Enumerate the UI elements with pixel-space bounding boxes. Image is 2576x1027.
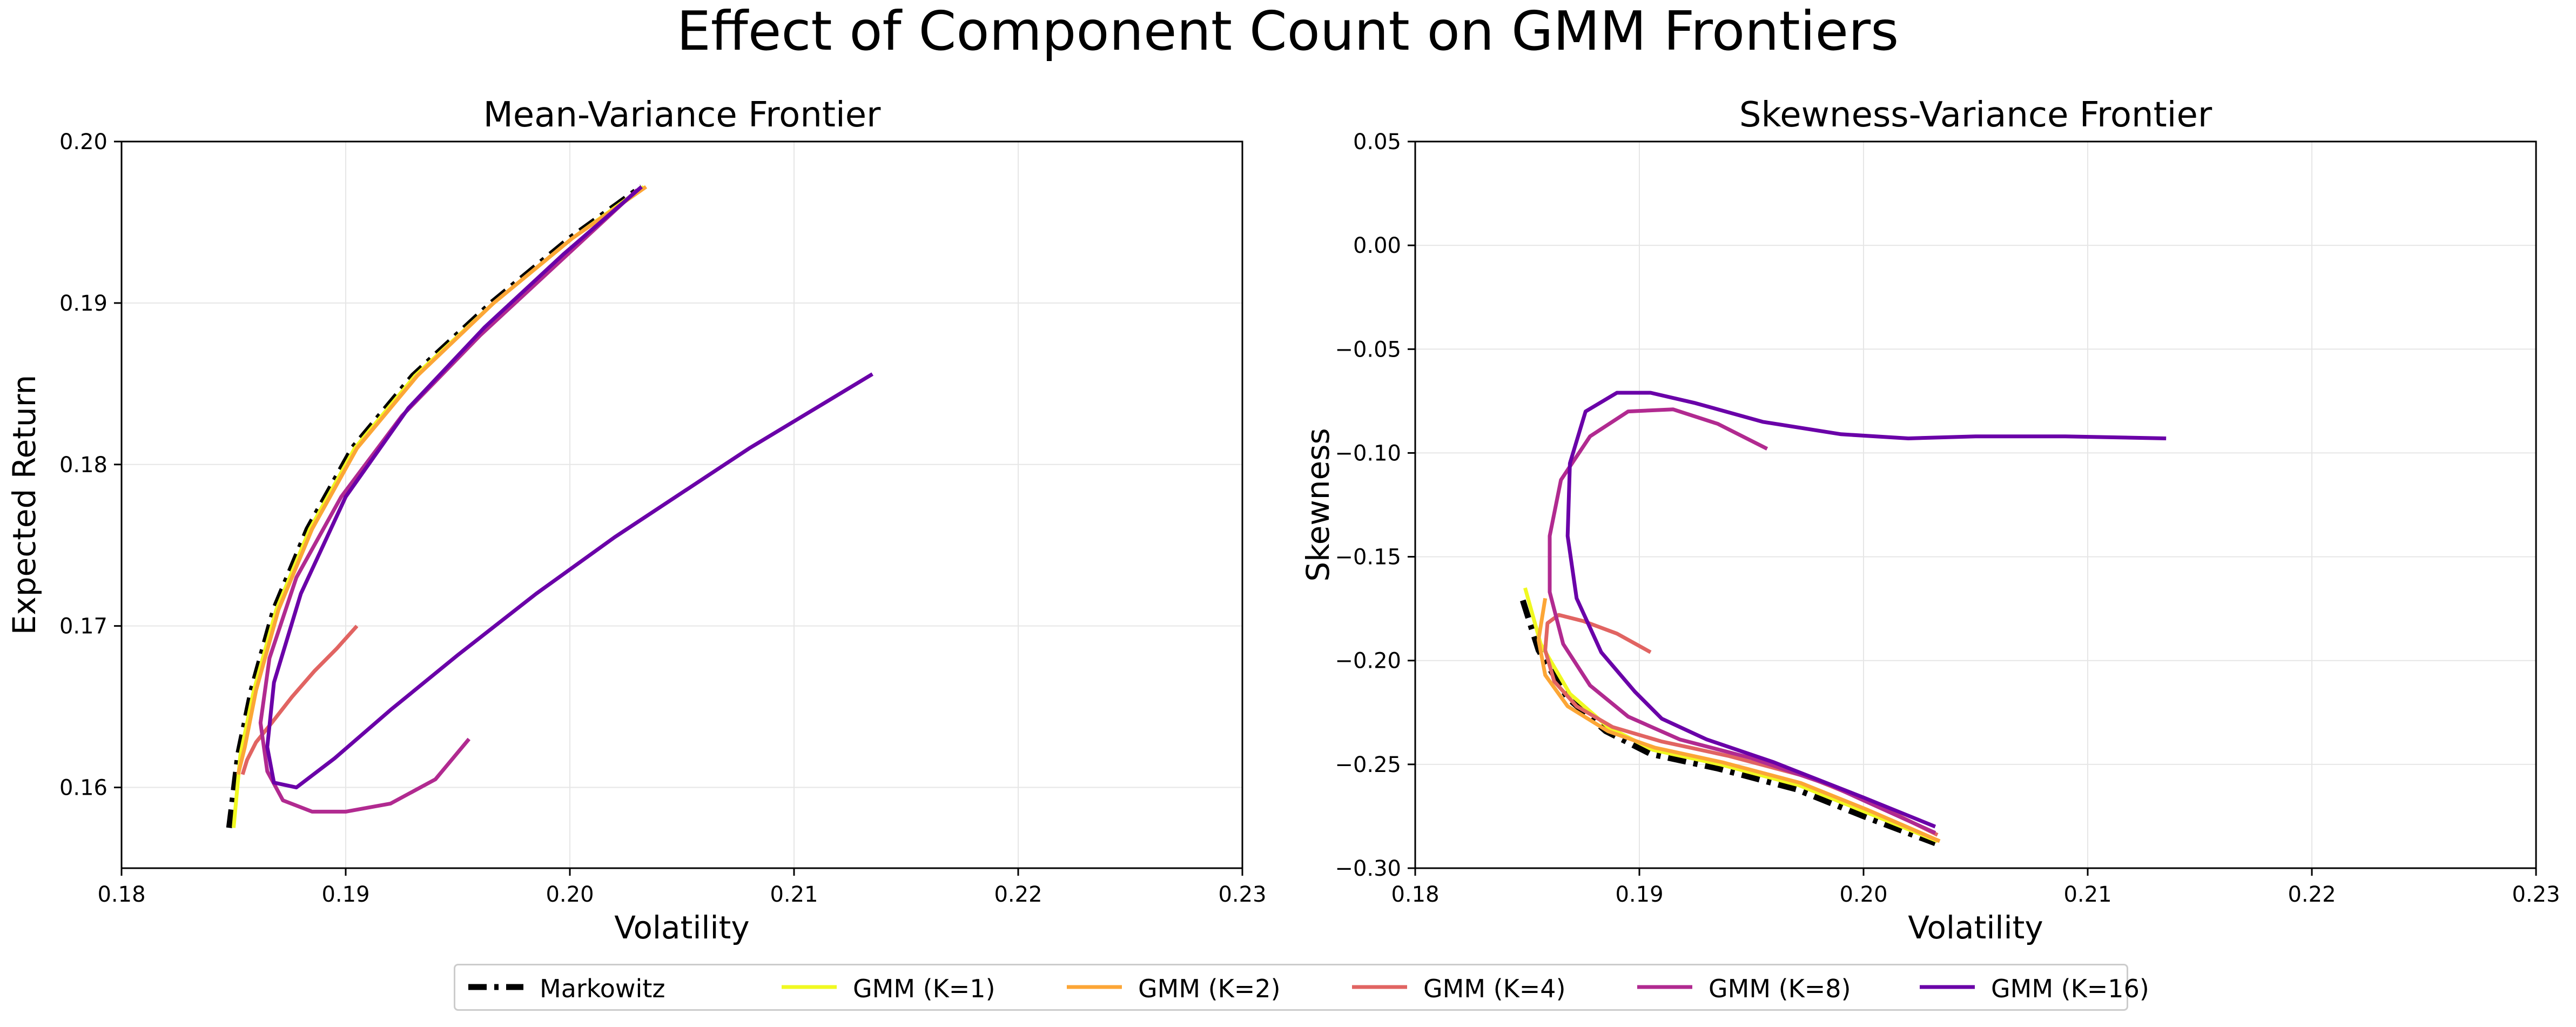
skewness-variance-panel: 0.18 0.19 0.20 0.21 0.22 0.23 −0.30 −0.25 −0.20 −… bbox=[1300, 95, 2560, 946]
panel-title: Skewness-Variance Frontier bbox=[1739, 95, 2212, 135]
panel-title: Mean-Variance Frontier bbox=[483, 95, 882, 135]
figure-title: Effect of Component Count on GMM Frontie… bbox=[677, 0, 1899, 63]
mean-variance-panel: 0.18 0.19 0.20 0.21 0.22 0.23 0.16 0.17 0.18 0.19… bbox=[6, 95, 1267, 946]
series-line-markowitz bbox=[1519, 599, 1936, 847]
x-axis-label: Volatility bbox=[1908, 909, 2043, 946]
y-tick-label: −0.20 bbox=[1335, 649, 1401, 674]
series-line-k2 bbox=[1536, 598, 1941, 843]
x-tick-label: 0.20 bbox=[1839, 882, 1887, 907]
y-tick-label: 0.00 bbox=[1353, 233, 1401, 258]
series-line-markowitz bbox=[226, 184, 644, 828]
series-line-k16 bbox=[265, 185, 874, 790]
legend-swatch-markowitz bbox=[468, 984, 523, 990]
legend-swatch-k1 bbox=[782, 985, 837, 989]
y-tick-label: −0.15 bbox=[1335, 545, 1401, 570]
legend-swatch-k8 bbox=[1637, 985, 1692, 989]
legend-label: GMM (K=4) bbox=[1423, 974, 1566, 1003]
y-tick-label: 0.05 bbox=[1353, 130, 1401, 155]
x-tick-label: 0.21 bbox=[770, 882, 818, 907]
series-line-k2 bbox=[236, 185, 648, 775]
legend: Markowitz GMM (K=1) GMM (K=2) GMM (K=4) GMM … bbox=[454, 964, 2149, 1011]
series-line-k1 bbox=[232, 185, 645, 828]
legend-label: GMM (K=2) bbox=[1138, 974, 1281, 1003]
y-tick-label: −0.05 bbox=[1335, 337, 1401, 362]
y-tick-label: 0.16 bbox=[59, 776, 107, 801]
x-tick-label: 0.18 bbox=[1391, 882, 1439, 907]
x-tick-label: 0.20 bbox=[546, 882, 594, 907]
y-tick-label: −0.10 bbox=[1335, 441, 1401, 466]
y-axis-label: Skewness bbox=[1300, 428, 1336, 581]
axes-frame bbox=[120, 140, 1243, 869]
x-tick-label: 0.23 bbox=[1218, 882, 1266, 907]
y-tick-label: 0.19 bbox=[59, 291, 107, 316]
y-tick-label: −0.30 bbox=[1335, 856, 1401, 881]
series-line-k16 bbox=[1565, 391, 2167, 829]
series-line-k8 bbox=[258, 189, 638, 814]
x-tick-label: 0.22 bbox=[2288, 882, 2336, 907]
legend-swatch-k2 bbox=[1067, 985, 1122, 989]
x-tick-label: 0.19 bbox=[321, 882, 369, 907]
legend-label: GMM (K=16) bbox=[1991, 974, 2149, 1003]
y-axis-label: Expected Return bbox=[6, 375, 43, 635]
legend-label: GMM (K=1) bbox=[853, 974, 996, 1003]
x-tick-label: 0.22 bbox=[994, 882, 1042, 907]
axes-frame bbox=[1414, 140, 2537, 869]
series-line-k8 bbox=[1548, 407, 1936, 835]
x-tick-label: 0.18 bbox=[97, 882, 145, 907]
x-axis-label: Volatility bbox=[614, 909, 749, 946]
legend-swatch-k4 bbox=[1352, 985, 1407, 989]
x-tick-label: 0.19 bbox=[1615, 882, 1663, 907]
legend-swatch-k16 bbox=[1920, 985, 1975, 989]
x-tick-label: 0.23 bbox=[2512, 882, 2560, 907]
y-tick-label: 0.17 bbox=[59, 614, 107, 639]
y-tick-label: −0.25 bbox=[1335, 753, 1401, 777]
y-tick-label: 0.20 bbox=[59, 130, 107, 155]
y-tick-label: 0.18 bbox=[59, 453, 107, 478]
x-tick-label: 0.21 bbox=[2063, 882, 2111, 907]
series-line-k4 bbox=[240, 625, 359, 775]
legend-label: GMM (K=8) bbox=[1709, 974, 1851, 1003]
series-line-k1 bbox=[1523, 587, 1939, 843]
legend-label: Markowitz bbox=[540, 974, 665, 1003]
